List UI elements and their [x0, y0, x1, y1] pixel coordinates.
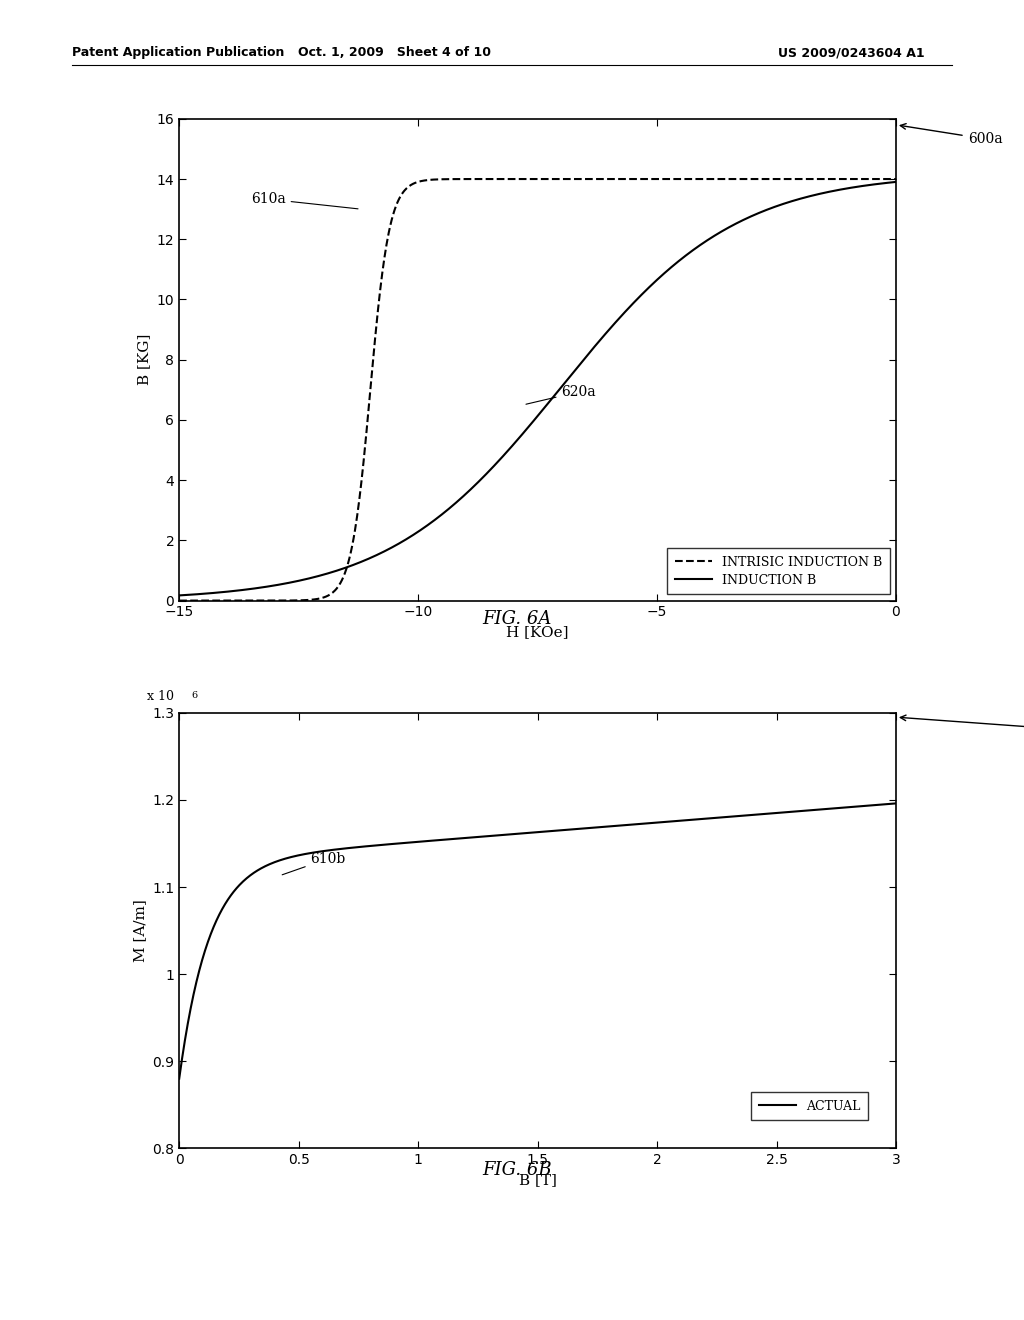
- INTRISIC INDUCTION B: [488, 172, 501, 187]
- Line: INTRISIC INDUCTION B: INTRISIC INDUCTION B: [179, 180, 896, 601]
- ACTUAL: [890, 796, 902, 812]
- INDUCTION B: [173, 587, 185, 603]
- Text: Patent Application Publication: Patent Application Publication: [72, 46, 284, 59]
- Y-axis label: M [A/m]: M [A/m]: [133, 899, 146, 962]
- ACTUAL: [488, 828, 501, 843]
- INTRISIC INDUCTION B: [666, 172, 678, 187]
- INTRISIC INDUCTION B: [716, 172, 728, 187]
- Text: FIG. 6B: FIG. 6B: [482, 1160, 552, 1179]
- INDUCTION B: [246, 581, 258, 597]
- INTRISIC INDUCTION B: [246, 593, 258, 609]
- ACTUAL: [246, 866, 258, 882]
- INDUCTION B: [732, 215, 744, 231]
- Line: INDUCTION B: INDUCTION B: [179, 182, 896, 595]
- Line: ACTUAL: ACTUAL: [179, 804, 896, 1078]
- INDUCTION B: [666, 259, 678, 275]
- Text: 600b: 600b: [900, 715, 1024, 738]
- Text: US 2009/0243604 A1: US 2009/0243604 A1: [778, 46, 925, 59]
- ACTUAL: [744, 807, 757, 822]
- Text: 620a: 620a: [526, 385, 596, 404]
- Text: 610b: 610b: [283, 851, 346, 875]
- Legend: INTRISIC INDUCTION B, INDUCTION B: INTRISIC INDUCTION B, INDUCTION B: [667, 548, 890, 594]
- X-axis label: H [KOe]: H [KOe]: [506, 624, 569, 639]
- ACTUAL: [173, 1071, 185, 1086]
- ACTUAL: [463, 830, 475, 846]
- INTRISIC INDUCTION B: [463, 172, 475, 187]
- Text: 6: 6: [191, 690, 198, 700]
- ACTUAL: [732, 808, 744, 824]
- INDUCTION B: [890, 174, 902, 190]
- INDUCTION B: [463, 483, 475, 499]
- Text: 610a: 610a: [251, 193, 358, 209]
- Y-axis label: B [KG]: B [KG]: [137, 334, 151, 385]
- INTRISIC INDUCTION B: [890, 172, 902, 187]
- INTRISIC INDUCTION B: [733, 172, 745, 187]
- Text: x 10: x 10: [147, 690, 174, 702]
- INDUCTION B: [744, 209, 757, 224]
- X-axis label: B [T]: B [T]: [519, 1172, 556, 1187]
- INDUCTION B: [488, 457, 501, 473]
- Text: Oct. 1, 2009   Sheet 4 of 10: Oct. 1, 2009 Sheet 4 of 10: [298, 46, 490, 59]
- INTRISIC INDUCTION B: [173, 593, 185, 609]
- ACTUAL: [666, 813, 678, 829]
- Text: FIG. 6A: FIG. 6A: [482, 610, 552, 628]
- Text: 600a: 600a: [900, 124, 1002, 147]
- INTRISIC INDUCTION B: [745, 172, 758, 187]
- Legend: ACTUAL: ACTUAL: [752, 1093, 868, 1121]
